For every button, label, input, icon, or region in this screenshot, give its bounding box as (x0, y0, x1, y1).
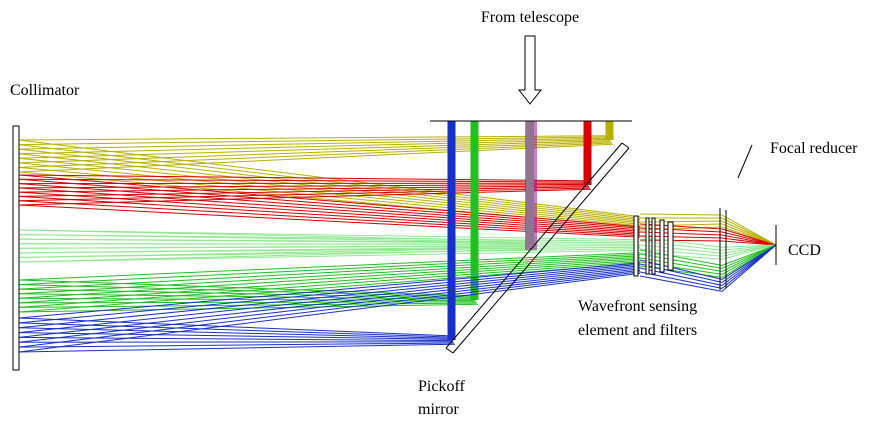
collimator-mirror (12, 125, 20, 371)
ray (18, 248, 534, 263)
label: Pickoff (418, 378, 465, 395)
ray (721, 240, 777, 246)
ray (18, 342, 455, 348)
ray (18, 262, 641, 313)
ray (18, 259, 641, 304)
ray (18, 288, 474, 299)
ray (18, 268, 641, 338)
pickoff-mirror (445, 142, 630, 354)
ray (18, 252, 641, 281)
ray (18, 269, 641, 343)
ray (18, 256, 641, 295)
rays (18, 121, 777, 353)
label: From telescope (481, 9, 579, 26)
label: Collimator (10, 82, 80, 99)
ray (18, 188, 592, 206)
ray (18, 174, 585, 182)
ray (18, 255, 641, 290)
label: element and filters (578, 322, 697, 339)
ray (18, 143, 614, 173)
ray (18, 262, 641, 319)
ray (18, 258, 641, 299)
ray (18, 243, 530, 245)
ray (639, 275, 723, 292)
ray (18, 183, 588, 189)
ray (18, 135, 607, 141)
focal-reducer-pointer (737, 144, 753, 179)
ray (18, 272, 641, 353)
ray (18, 186, 590, 197)
ray (18, 185, 589, 193)
ray (721, 244, 777, 292)
label: Focal reducer (770, 140, 858, 157)
ray (18, 265, 641, 329)
ray (18, 246, 532, 254)
ray (18, 245, 531, 249)
ray (639, 213, 723, 216)
ray (18, 343, 456, 353)
optics (12, 35, 777, 371)
ray (18, 178, 586, 183)
label: Wavefront sensing (578, 298, 697, 315)
ray (18, 271, 641, 348)
ray (18, 138, 610, 155)
ray (18, 263, 641, 324)
ray (18, 297, 476, 302)
ray (721, 244, 777, 260)
ray (18, 249, 641, 263)
ray (18, 253, 641, 286)
ray (18, 187, 591, 202)
ray (18, 266, 641, 334)
ray (18, 301, 477, 304)
label: CCD (788, 242, 821, 259)
ray (18, 136, 608, 146)
ray (18, 234, 528, 243)
label: mirror (418, 401, 460, 418)
ray (639, 271, 723, 289)
ray (18, 142, 613, 168)
filters (633, 215, 674, 277)
ray (18, 247, 533, 258)
ray (18, 137, 609, 150)
ray (18, 141, 612, 164)
ray (18, 238, 529, 244)
ray (18, 261, 641, 308)
ray (18, 140, 611, 159)
telescope-arrow (517, 35, 543, 105)
